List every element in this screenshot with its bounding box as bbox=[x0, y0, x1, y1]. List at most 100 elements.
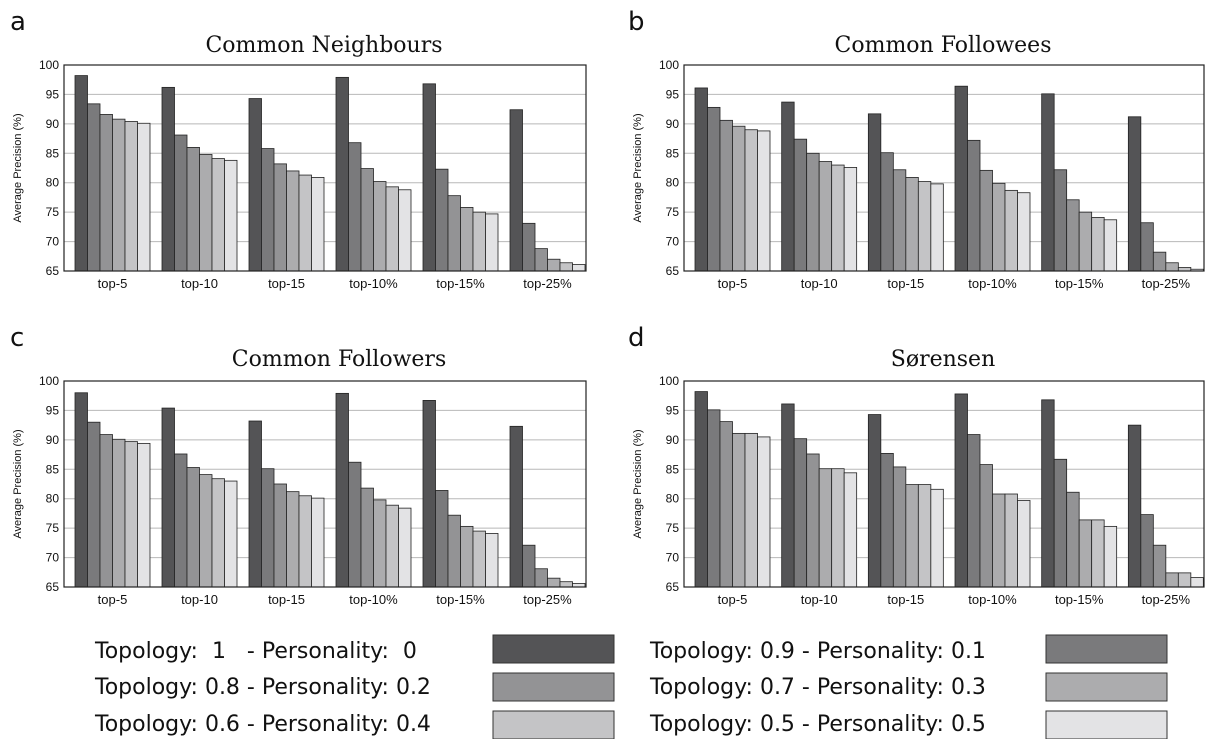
bar bbox=[917, 181, 932, 272]
y-tick-label: 75 bbox=[46, 205, 60, 219]
bar bbox=[818, 161, 833, 272]
x-tick-label: top-10 bbox=[801, 276, 838, 291]
legend-label: Topology: 0.9 - Personality: 0.1 bbox=[649, 639, 986, 664]
bar bbox=[1041, 399, 1055, 588]
bar bbox=[732, 432, 746, 588]
panel-letter: d bbox=[628, 323, 645, 353]
y-tick-label: 100 bbox=[659, 374, 679, 388]
bar bbox=[1053, 169, 1068, 272]
y-tick-label: 100 bbox=[39, 374, 59, 388]
bar bbox=[719, 119, 733, 272]
x-tick-label: top-5 bbox=[98, 592, 128, 607]
bar bbox=[1127, 424, 1142, 588]
bar bbox=[298, 495, 312, 588]
bar bbox=[522, 222, 536, 272]
legend-swatch bbox=[492, 710, 615, 739]
bar bbox=[261, 468, 275, 588]
y-tick-label: 100 bbox=[39, 58, 59, 72]
y-tick-label: 95 bbox=[46, 87, 60, 101]
bar bbox=[161, 407, 175, 588]
bar bbox=[694, 391, 708, 588]
bar bbox=[1041, 93, 1055, 272]
y-tick-label: 95 bbox=[46, 403, 60, 417]
bar bbox=[1091, 519, 1105, 588]
bar bbox=[1165, 262, 1179, 272]
x-tick-label: top-10 bbox=[181, 276, 218, 291]
panel-letter: c bbox=[10, 323, 24, 353]
bar bbox=[744, 129, 758, 272]
bar bbox=[509, 425, 523, 588]
bar bbox=[360, 487, 374, 588]
y-tick-label: 75 bbox=[46, 521, 60, 535]
x-tick-label: top-25% bbox=[523, 592, 572, 607]
bar bbox=[694, 87, 708, 272]
bar bbox=[905, 177, 919, 272]
bar bbox=[398, 507, 412, 588]
y-tick-label: 65 bbox=[46, 264, 60, 278]
bar bbox=[112, 118, 126, 272]
bar bbox=[360, 168, 374, 272]
bar bbox=[707, 409, 721, 588]
bar bbox=[335, 76, 349, 272]
bar bbox=[979, 464, 993, 588]
bar bbox=[485, 213, 499, 272]
y-tick-label: 100 bbox=[659, 58, 679, 72]
y-tick-label: 85 bbox=[666, 146, 680, 160]
bar bbox=[1152, 544, 1167, 588]
bar bbox=[1165, 572, 1179, 588]
bar bbox=[892, 466, 907, 588]
bar bbox=[1177, 572, 1192, 588]
bar bbox=[559, 262, 573, 272]
bar bbox=[793, 438, 808, 588]
bar bbox=[1127, 116, 1142, 272]
bar bbox=[992, 493, 1006, 588]
bar bbox=[547, 258, 561, 272]
bar bbox=[930, 488, 944, 588]
x-tick-label: top-25% bbox=[1142, 276, 1191, 291]
bar bbox=[186, 467, 200, 588]
bar bbox=[137, 442, 151, 588]
y-axis-label: Average Precision (%) bbox=[12, 429, 24, 538]
bar bbox=[979, 169, 993, 272]
bar bbox=[880, 152, 894, 272]
y-tick-label: 90 bbox=[46, 433, 60, 447]
bar bbox=[1152, 251, 1167, 272]
bar bbox=[1190, 577, 1204, 588]
bar bbox=[398, 189, 412, 272]
plot-frame bbox=[63, 380, 587, 588]
chart-panel-a: a Common Neighbours 65 70 75 80 85 90 95 100 Avera… bbox=[10, 7, 587, 291]
bar bbox=[905, 484, 919, 588]
y-tick-label: 70 bbox=[666, 551, 680, 565]
y-tick-label: 85 bbox=[46, 462, 60, 476]
chart-panel-d: d Sørensen 65 70 75 80 85 90 95 100 Average Precis… bbox=[628, 323, 1205, 607]
bar bbox=[248, 98, 262, 272]
bar bbox=[1078, 519, 1093, 588]
y-tick-label: 85 bbox=[46, 146, 60, 160]
bar bbox=[732, 125, 746, 272]
bar bbox=[335, 392, 349, 588]
bar bbox=[348, 461, 362, 588]
bar bbox=[1103, 525, 1118, 588]
bar bbox=[1004, 189, 1018, 272]
bar bbox=[472, 211, 486, 272]
bar bbox=[967, 139, 981, 272]
x-tick-label: top-15 bbox=[887, 592, 924, 607]
y-tick-label: 70 bbox=[666, 235, 680, 249]
bar bbox=[1103, 219, 1118, 272]
legend-label: Topology: 0.5 - Personality: 0.5 bbox=[649, 712, 986, 737]
x-tick-label: top-5 bbox=[98, 276, 128, 291]
bar bbox=[124, 121, 138, 272]
legend-label: Topology: 1 - Personality: 0 bbox=[94, 639, 417, 664]
chart-title: Sørensen bbox=[891, 347, 996, 372]
plot-frame bbox=[683, 64, 1205, 272]
y-tick-label: 90 bbox=[666, 433, 680, 447]
bar bbox=[137, 122, 151, 272]
chart-title: Common Followees bbox=[835, 33, 1052, 58]
y-tick-label: 95 bbox=[666, 87, 680, 101]
bar bbox=[422, 400, 436, 588]
x-tick-label: top-15 bbox=[887, 276, 924, 291]
bar bbox=[87, 103, 101, 272]
bar bbox=[112, 438, 126, 588]
bar bbox=[954, 85, 968, 272]
bar bbox=[74, 392, 88, 588]
